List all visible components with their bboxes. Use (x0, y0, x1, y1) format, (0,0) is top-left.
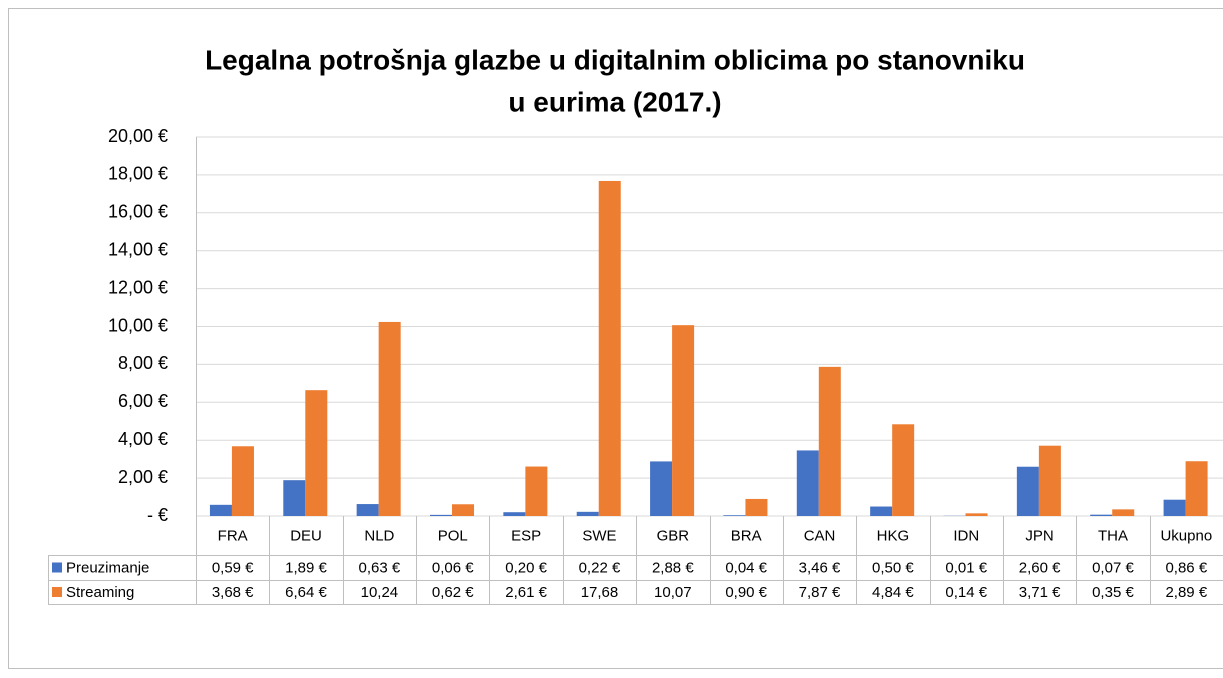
bar (1185, 461, 1208, 516)
bar (452, 504, 475, 516)
bar (305, 390, 328, 516)
y-tick-label: 8,00 € (118, 353, 168, 373)
x-tick-label: GBR (657, 527, 690, 544)
table-value: 0,04 € (725, 559, 767, 576)
x-tick-label: HKG (877, 527, 910, 544)
table-value: 2,88 € (652, 559, 694, 576)
table-value: 0,63 € (359, 559, 401, 576)
table-value: 3,71 € (1019, 584, 1061, 601)
table-value: 0,06 € (432, 559, 474, 576)
chart-title: u eurima (2017.) (508, 86, 721, 117)
legend-key (52, 587, 62, 597)
x-tick-label: THA (1098, 527, 1128, 544)
x-tick-label: POL (438, 527, 468, 544)
bar (892, 424, 915, 516)
bar (430, 514, 453, 516)
chart-title: Legalna potrošnja glazbe u digitalnim ob… (205, 44, 1025, 75)
bar (1090, 514, 1113, 516)
table-value: 6,64 € (285, 584, 327, 601)
bar (356, 504, 379, 516)
table-value: 10,07 (654, 584, 692, 601)
bar (1016, 466, 1039, 516)
y-tick-label: 18,00 € (108, 164, 168, 184)
y-tick-label: 14,00 € (108, 239, 168, 259)
y-tick-label: 12,00 € (108, 277, 168, 297)
table-value: 0,14 € (945, 584, 987, 601)
bar (378, 321, 401, 516)
legend-label: Preuzimanje (66, 559, 149, 576)
bar (745, 498, 768, 516)
y-tick-label: 6,00 € (118, 391, 168, 411)
bar (1163, 499, 1186, 516)
y-tick-label: 10,00 € (108, 315, 168, 335)
x-tick-label: JPN (1025, 527, 1053, 544)
x-tick-label: NLD (364, 527, 394, 544)
table-value: 1,89 € (285, 559, 327, 576)
table-value: 0,07 € (1092, 559, 1134, 576)
table-value: 17,68 (581, 584, 619, 601)
bar (672, 325, 695, 516)
table-value: 0,62 € (432, 584, 474, 601)
x-tick-label: Ukupno (1160, 527, 1212, 544)
table-value: 2,60 € (1019, 559, 1061, 576)
bar (598, 180, 621, 517)
bar (209, 504, 232, 516)
bar (525, 466, 548, 516)
y-tick-label: 16,00 € (108, 202, 168, 222)
bar (1112, 509, 1135, 516)
bar (576, 511, 599, 516)
table-value: 0,22 € (579, 559, 621, 576)
x-tick-label: FRA (218, 527, 248, 544)
table-value: 2,89 € (1165, 584, 1207, 601)
table-value: 10,24 (361, 584, 399, 601)
table-value: 3,46 € (799, 559, 841, 576)
table-value: 0,90 € (725, 584, 767, 601)
table-value: 0,20 € (505, 559, 547, 576)
bar (231, 446, 254, 516)
y-tick-label: 4,00 € (118, 429, 168, 449)
table-value: 0,50 € (872, 559, 914, 576)
x-tick-label: IDN (953, 527, 979, 544)
table-value: 2,61 € (505, 584, 547, 601)
bar (503, 512, 526, 516)
bar (796, 450, 819, 516)
bar (1038, 445, 1061, 516)
bar (650, 461, 673, 516)
table-value: 4,84 € (872, 584, 914, 601)
legend-key (52, 562, 62, 573)
x-tick-label: CAN (804, 527, 836, 544)
bar (818, 366, 841, 516)
y-tick-label: 2,00 € (118, 467, 168, 487)
x-tick-label: ESP (511, 527, 541, 544)
legend-label: Streaming (66, 584, 134, 601)
y-tick-label: - € (147, 505, 168, 525)
table-value: 7,87 € (799, 584, 841, 601)
bar (283, 480, 306, 516)
bar (965, 513, 988, 516)
x-tick-label: SWE (582, 527, 616, 544)
x-tick-label: BRA (731, 527, 762, 544)
table-value: 0,86 € (1165, 559, 1207, 576)
table-value: 3,68 € (212, 584, 254, 601)
bar (723, 515, 746, 516)
table-value: 0,01 € (945, 559, 987, 576)
table-value: 0,35 € (1092, 584, 1134, 601)
bar (870, 506, 893, 516)
table-value: 0,59 € (212, 559, 254, 576)
x-tick-label: DEU (290, 527, 322, 544)
y-tick-label: 20,00 € (108, 126, 168, 146)
